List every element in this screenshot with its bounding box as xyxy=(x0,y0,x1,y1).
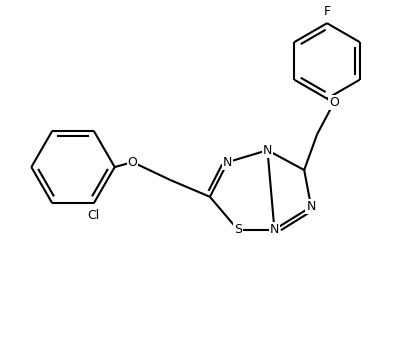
Text: N: N xyxy=(263,144,272,157)
Text: N: N xyxy=(307,200,316,213)
Text: N: N xyxy=(223,156,232,169)
Text: O: O xyxy=(128,156,137,169)
Text: S: S xyxy=(234,223,242,236)
Text: Cl: Cl xyxy=(88,209,100,222)
Text: N: N xyxy=(270,223,279,236)
Text: O: O xyxy=(329,96,339,109)
Text: F: F xyxy=(324,5,330,18)
